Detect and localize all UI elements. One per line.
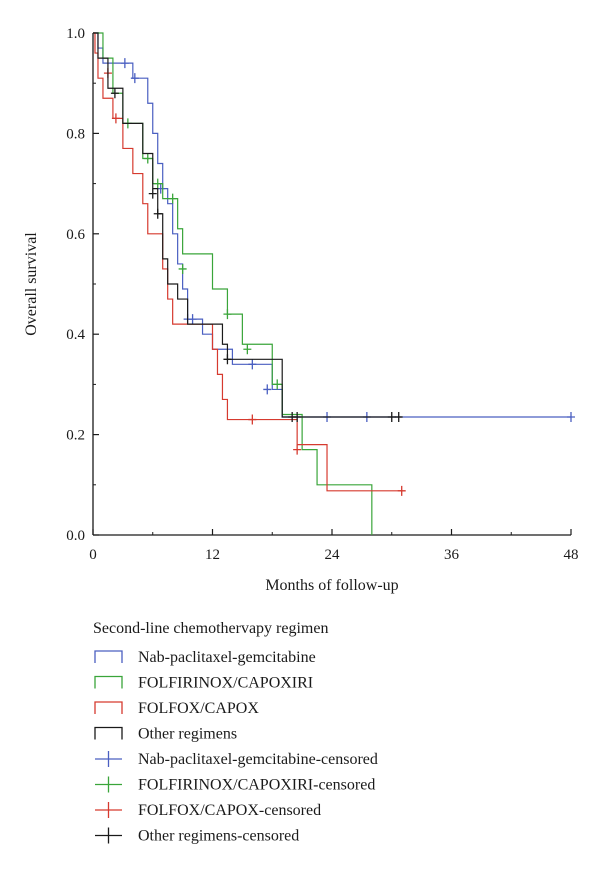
y-tick-label: 0.8 xyxy=(66,126,85,142)
legend-item: FOLFOX/CAPOX xyxy=(94,700,259,717)
legend-label: FOLFIRINOX/CAPOXIRI-censored xyxy=(138,777,375,794)
legend-item: Nab-paclitaxel-gemcitabine-censored xyxy=(95,751,378,768)
censor-mark xyxy=(110,88,119,99)
y-tick-label: 0.4 xyxy=(66,327,85,343)
y-tick-label: 0.0 xyxy=(66,528,85,544)
legend: Second-line chemothervapy regimen Nab-pa… xyxy=(93,620,378,845)
legend-item: Nab-paclitaxel-gemcitabine xyxy=(94,649,316,666)
y-tick-label: 1.0 xyxy=(66,26,85,42)
legend-label: FOLFOX/CAPOX xyxy=(138,700,259,717)
censor-mark xyxy=(263,384,272,395)
legend-swatch-step xyxy=(94,650,123,663)
y-axis-label: Overall survival xyxy=(23,232,40,336)
censor-mark xyxy=(168,193,177,204)
censor-mark xyxy=(178,263,187,274)
x-ticks: 0 12 24 36 48 xyxy=(89,529,579,563)
legend-item: FOLFIRINOX/CAPOXIRI-censored xyxy=(95,776,375,794)
censor-mark xyxy=(248,359,257,370)
censor-mark xyxy=(293,412,302,423)
censor-mark xyxy=(243,344,252,355)
plot-series xyxy=(93,32,575,535)
legend-title: Second-line chemothervapy regimen xyxy=(93,620,328,637)
censor-mark xyxy=(567,412,575,423)
survival-curve-0 xyxy=(93,32,571,418)
censor-mark xyxy=(120,58,129,69)
x-tick-label: 24 xyxy=(325,547,341,563)
x-axis-label: Months of follow-up xyxy=(265,577,398,594)
censor-mark xyxy=(273,379,282,390)
censor-mark xyxy=(148,188,157,199)
x-tick-label: 12 xyxy=(205,547,220,563)
legend-item: FOLFIRINOX/CAPOXIRI xyxy=(94,675,313,692)
censor-mark xyxy=(188,314,197,325)
censor-mark xyxy=(223,309,232,320)
y-tick-label: 0.2 xyxy=(66,428,85,444)
legend-label: FOLFIRINOX/CAPOXIRI xyxy=(138,675,313,692)
x-tick-label: 36 xyxy=(444,547,460,563)
legend-swatch-step xyxy=(94,675,123,689)
survival-curve-3 xyxy=(93,32,402,418)
legend-label: Nab-paclitaxel-gemcitabine xyxy=(138,649,316,666)
x-tick-label: 48 xyxy=(564,547,579,563)
legend-items: Nab-paclitaxel-gemcitabine FOLFIRINOX/CAP… xyxy=(94,649,378,845)
censor-mark xyxy=(223,354,232,365)
legend-item: Other regimens-censored xyxy=(95,827,299,845)
legend-swatch-censor xyxy=(95,802,122,818)
censor-mark xyxy=(248,414,257,425)
legend-label: Other regimens xyxy=(138,726,237,743)
legend-swatch-censor xyxy=(95,827,122,844)
y-ticks: 0.0 0.2 0.4 0.6 0.8 1.0 xyxy=(66,26,99,544)
legend-swatch-step xyxy=(94,701,123,714)
censor-mark xyxy=(394,412,403,423)
censor-mark xyxy=(153,208,162,219)
censor-mark xyxy=(111,113,120,124)
legend-label: FOLFOX/CAPOX-censored xyxy=(138,802,321,819)
legend-item: Other regimens xyxy=(94,726,237,743)
survival-curve-2 xyxy=(93,32,402,492)
legend-label: Nab-paclitaxel-gemcitabine-censored xyxy=(138,751,378,768)
legend-item: FOLFOX/CAPOX-censored xyxy=(95,802,321,819)
censor-mark xyxy=(153,178,162,189)
censor-mark xyxy=(397,485,406,496)
legend-swatch-censor xyxy=(95,751,122,767)
legend-swatch-censor xyxy=(95,776,122,793)
x-tick-label: 0 xyxy=(89,547,97,563)
y-tick-label: 0.6 xyxy=(66,227,85,243)
axes: 0.0 0.2 0.4 0.6 0.8 1.0 0 12 24 36 48 Overall sur… xyxy=(23,26,579,594)
legend-swatch-step xyxy=(94,726,123,740)
legend-label: Other regimens-censored xyxy=(138,828,299,845)
censor-mark xyxy=(143,153,152,164)
censor-mark xyxy=(387,412,396,423)
censor-mark xyxy=(293,444,302,455)
censor-mark xyxy=(130,73,139,84)
survival-curve-1 xyxy=(93,32,373,535)
